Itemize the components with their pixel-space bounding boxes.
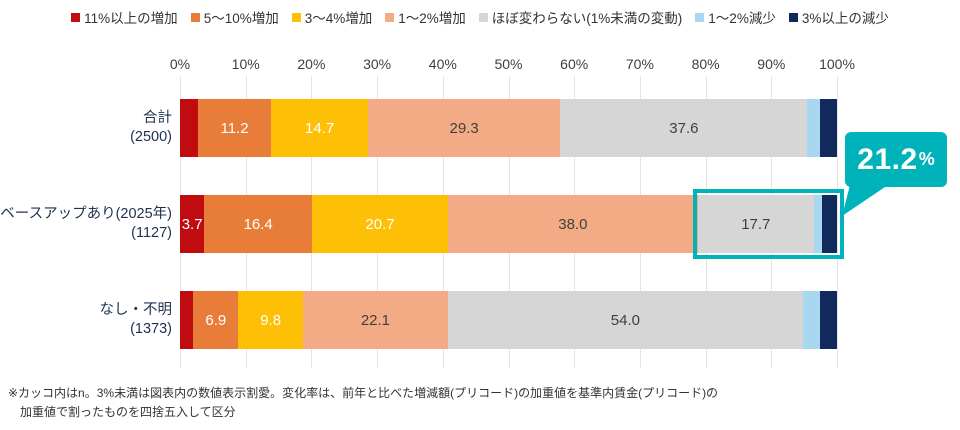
bar-row: 11.2 14.7 29.3 37.6 — [180, 99, 837, 157]
axis-tick-label: 30% — [363, 56, 392, 72]
bar-segment: 9.8 — [238, 291, 303, 349]
bar-segment: 37.6 — [560, 99, 808, 157]
segment-value-label: 17.7 — [741, 215, 771, 233]
bar-row: 3.7 16.4 20.7 38.0 17.7 — [180, 195, 837, 253]
legend-item: 1〜2%減少 — [695, 7, 776, 27]
gridline — [837, 76, 838, 368]
legend-label: 3〜4%増加 — [304, 11, 373, 26]
legend-swatch — [385, 12, 395, 22]
axis-tick-label: 20% — [297, 56, 326, 72]
legend-item: 11%以上の増加 — [71, 7, 178, 27]
axis-tick-label: 100% — [819, 56, 855, 72]
axis-tick-label: 0% — [169, 56, 191, 72]
bar-segment — [822, 195, 837, 253]
segment-value-label: 20.7 — [365, 215, 395, 233]
bar-segment — [819, 291, 837, 349]
row-label: ベースアップあり(2025年) (1127) — [0, 204, 172, 244]
segment-value-label: 37.6 — [669, 119, 699, 137]
axis-tick-label: 40% — [428, 56, 457, 72]
bar-segment: 38.0 — [448, 195, 698, 253]
callout-value: 21.2 — [857, 142, 918, 176]
legend-label: 5〜10%増加 — [203, 11, 279, 26]
legend-item: 3%以上の減少 — [788, 7, 889, 27]
axis-tick-label: 60% — [560, 56, 589, 72]
axis-tick-label: 50% — [494, 56, 523, 72]
legend-label: 3%以上の減少 — [801, 11, 889, 26]
bar-segment: 54.0 — [448, 291, 803, 349]
legend-swatch — [190, 12, 200, 22]
axis-tick-label: 90% — [757, 56, 786, 72]
bar-segment: 22.1 — [302, 291, 449, 349]
legend-item: 3〜4%増加 — [291, 7, 373, 27]
callout-bubble: 21.2% — [845, 132, 947, 187]
row-label-name: 合計 — [143, 110, 172, 127]
legend-label: ほぼ変わらない(1%未満の変動) — [491, 11, 683, 26]
legend-swatch — [478, 12, 488, 22]
callout-tail — [842, 185, 888, 216]
bar-row: 6.9 9.8 22.1 54.0 — [180, 291, 837, 349]
footnote-line-2: 加重値で割ったものを四捨五入して区分 — [20, 404, 236, 419]
legend-swatch — [788, 12, 798, 22]
segment-value-label: 9.8 — [260, 311, 282, 329]
row-label: なし・不明 (1373) — [0, 300, 173, 340]
footnote: ※カッコ内はn。3%未満は図表内の数値表示割愛。変化率は、前年と比べた増減額(プ… — [8, 384, 718, 421]
segment-value-label: 11.2 — [220, 119, 249, 137]
row-label-name: ベースアップあり(2025年) — [0, 206, 172, 223]
bar-segment: 6.9 — [193, 291, 239, 349]
segment-value-label: 29.3 — [449, 119, 479, 137]
legend-item: 5〜10%増加 — [190, 7, 279, 27]
bar-segment: 29.3 — [367, 99, 561, 157]
legend-swatch — [695, 12, 705, 22]
legend-label: 11%以上の増加 — [84, 11, 178, 26]
row-label-n: (1373) — [130, 321, 172, 337]
footnote-line-1: ※カッコ内はn。3%未満は図表内の数値表示割愛。変化率は、前年と比べた増減額(プ… — [8, 386, 719, 400]
legend-swatch — [291, 12, 301, 22]
row-label-n: (2500) — [130, 129, 172, 145]
segment-value-label: 14.7 — [305, 119, 335, 137]
segment-value-label: 22.1 — [360, 311, 391, 329]
bar-segment: 17.7 — [697, 195, 814, 253]
segment-value-label: 38.0 — [558, 215, 588, 233]
segment-value-label: 16.4 — [243, 215, 273, 233]
bar-segment: 16.4 — [204, 195, 313, 253]
bar-segment — [819, 99, 837, 157]
bar-segment: 14.7 — [271, 99, 368, 157]
highlight-box — [692, 189, 844, 259]
row-label-n: (1127) — [131, 225, 172, 241]
bar-segment — [180, 291, 194, 349]
bar-segment: 20.7 — [312, 195, 449, 253]
row-label-name: なし・不明 — [99, 302, 173, 319]
legend-label: 1〜2%減少 — [708, 11, 776, 26]
bar-segment: 3.7 — [180, 195, 205, 253]
bar-segment — [813, 195, 823, 253]
bar-segment — [807, 99, 820, 157]
row-label: 合計 (2500) — [0, 108, 172, 148]
segment-value-label: 54.0 — [610, 311, 640, 329]
segment-value-label: 6.9 — [205, 311, 227, 329]
legend: 11%以上の増加 5〜10%増加 3〜4%増加 1〜2%増加 ほぼ変わらない(1%未満の… — [0, 7, 960, 27]
callout-unit: % — [918, 149, 935, 169]
axis-tick-label: 70% — [625, 56, 654, 72]
legend-label: 1〜2%増加 — [398, 11, 466, 26]
legend-swatch — [71, 12, 81, 22]
legend-item: 1〜2%増加 — [385, 7, 466, 27]
bar-segment — [802, 291, 820, 349]
axis-tick-label: 80% — [691, 56, 720, 72]
axis-tick-label: 10% — [231, 56, 260, 72]
bar-segment — [180, 99, 198, 157]
bar-segment: 11.2 — [197, 99, 272, 157]
legend-item: ほぼ変わらない(1%未満の変動) — [478, 7, 683, 27]
segment-value-label: 3.7 — [181, 215, 203, 233]
